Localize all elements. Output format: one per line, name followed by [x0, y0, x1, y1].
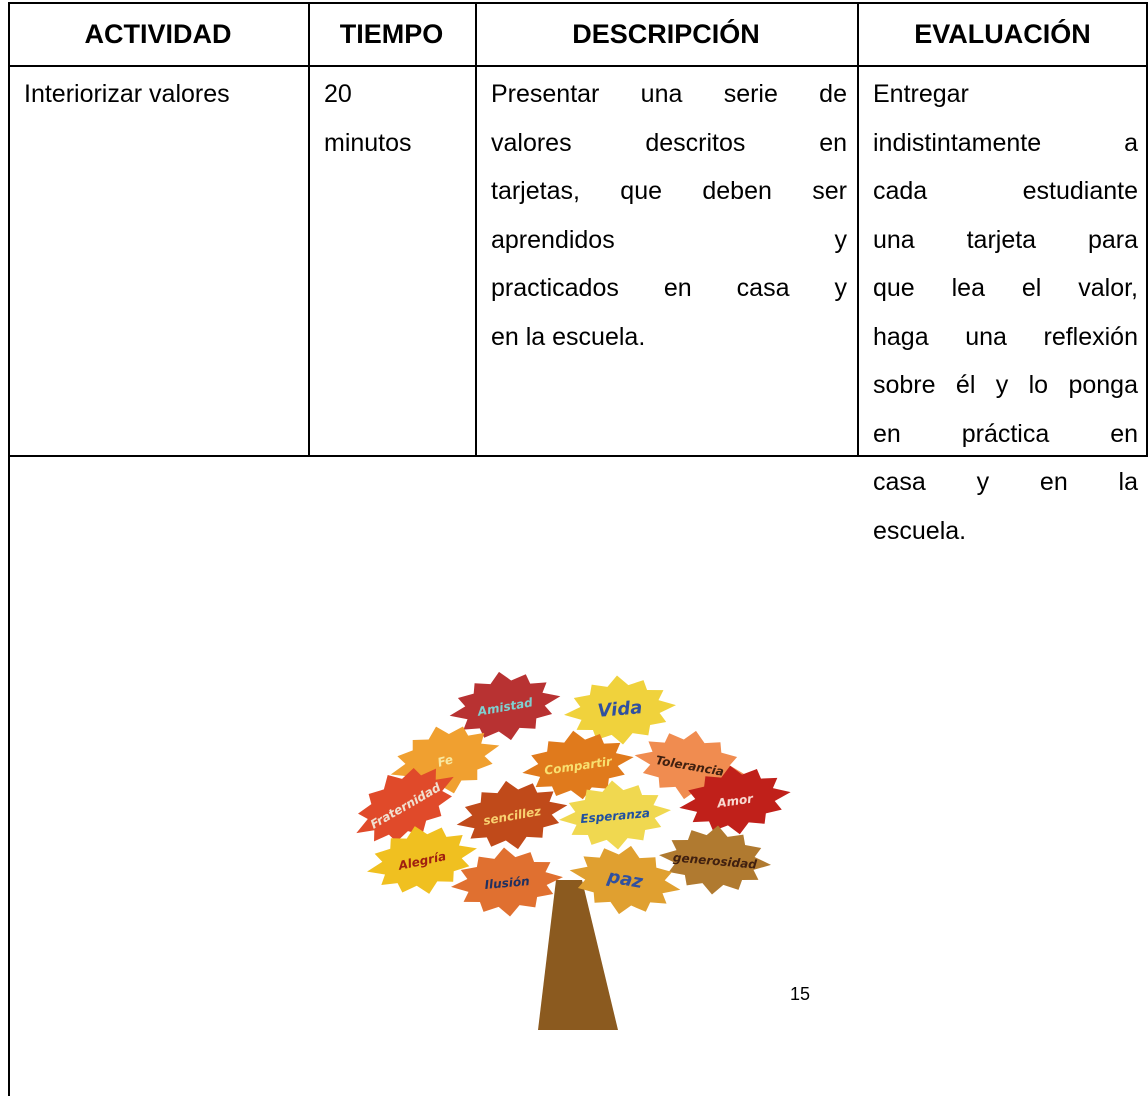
text-line: una tarjeta para — [873, 225, 1138, 254]
leaf: Amistad — [449, 671, 561, 741]
leaf: Vida — [564, 675, 676, 745]
leaf-shape — [659, 825, 771, 895]
leaf-label: Vida — [597, 697, 643, 722]
leaf-shape — [451, 847, 563, 917]
text-line: Interiorizar valores — [24, 80, 230, 108]
page-number: 15 — [790, 984, 810, 1004]
text-line: aprendidos y — [491, 225, 847, 254]
leaf: Compartir — [522, 730, 634, 800]
text-line: sobre él y lo ponga — [873, 371, 1138, 399]
border — [857, 2, 859, 457]
leaf-label: Esperanza — [580, 806, 651, 826]
leaf-label: Ilusión — [484, 874, 530, 892]
text-line: Presentar una serie de — [491, 80, 847, 108]
border — [475, 2, 477, 457]
leaf-shape — [449, 671, 561, 741]
text-line: casa y en la — [873, 468, 1138, 496]
leaf: paz — [569, 845, 681, 915]
table-cell: Presentar una serie de valores descritos … — [491, 71, 847, 362]
border — [8, 2, 10, 1096]
leaf: Alegría — [367, 826, 477, 894]
leaf-shape — [456, 780, 568, 850]
text-line: 20 — [324, 80, 352, 108]
text-line: Entregar — [873, 80, 969, 108]
leaf-label: Amor — [715, 791, 755, 810]
leaf-label: Fe — [436, 752, 455, 770]
leaf: Ilusión — [451, 847, 563, 917]
text-line: haga una reflexión — [873, 322, 1138, 351]
leaf-shape — [522, 730, 634, 800]
leaf-shape — [367, 826, 477, 894]
leaf: generosidad — [659, 825, 771, 895]
column-header: TIEMPO — [339, 19, 444, 49]
text-line: valores descritos en — [491, 128, 847, 157]
text-line: cada estudiante — [873, 177, 1138, 205]
leaf-shape — [569, 845, 681, 915]
text-line: que lea el valor, — [873, 274, 1138, 302]
border — [1146, 2, 1148, 457]
text-line: minutos — [324, 128, 412, 157]
table-cell: Interiorizar valores — [24, 71, 298, 120]
leaf-shape — [559, 780, 671, 850]
leaf-shape — [679, 765, 791, 835]
leaf: sencillez — [456, 780, 568, 850]
text-line: escuela. — [873, 516, 967, 545]
border — [308, 2, 310, 457]
text-line: practicados en casa y — [491, 274, 847, 302]
column-header: ACTIVIDAD — [84, 19, 232, 49]
table-cell: Entregar indistintamente a cada estudiante… — [873, 71, 1138, 556]
leaf: Amor — [679, 765, 791, 835]
border — [8, 2, 1148, 4]
text-line: en la escuela. — [491, 322, 646, 351]
text-line: en práctica en — [873, 419, 1138, 448]
column-header: DESCRIPCIÓN — [572, 19, 760, 49]
leaf-shape — [564, 675, 676, 745]
leaf: Esperanza — [559, 780, 671, 850]
border — [8, 65, 1148, 67]
column-header: EVALUACIÓN — [914, 19, 1091, 49]
leaf-shape — [356, 768, 454, 842]
trunk — [538, 880, 618, 1030]
text-line: tarjetas, que deben ser — [491, 177, 847, 205]
text-line: indistintamente a — [873, 128, 1138, 157]
table-cell: 20 minutos — [324, 71, 465, 168]
border — [8, 455, 1148, 457]
